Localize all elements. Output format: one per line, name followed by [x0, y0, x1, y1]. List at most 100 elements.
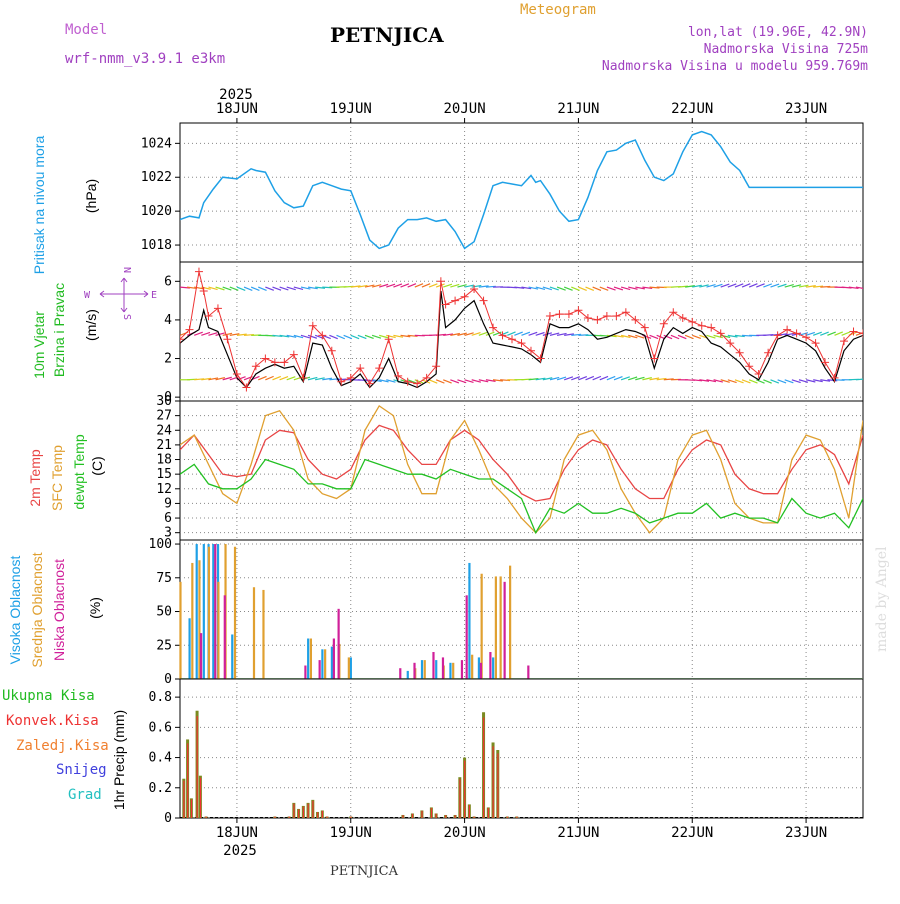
- cloud-low-bar: [304, 666, 306, 679]
- cloud-low-bar: [461, 660, 463, 679]
- cloud-high-bar: [492, 657, 494, 679]
- cloud-high-bar: [321, 649, 323, 679]
- wind-gust-point: [793, 329, 801, 337]
- wind-gust-point: [223, 335, 231, 343]
- cloud-mid-bar: [509, 566, 511, 679]
- cloud-low-bar: [489, 652, 491, 679]
- cloud-low-bar: [466, 595, 468, 679]
- temp-ytick-label: 12: [156, 482, 172, 497]
- wind-ytick-label: 4: [164, 313, 172, 328]
- top-day-label: 20JUN: [444, 101, 486, 117]
- cloud-low-bar: [432, 652, 434, 679]
- model-name: wrf-nmm_v3.9.1 e3km: [65, 51, 225, 67]
- cloud-mid-bar: [310, 639, 312, 679]
- cloud-low-bar: [527, 666, 529, 679]
- precip-conv-bar: [308, 804, 309, 818]
- bottom-day-label: 19JUN: [330, 825, 372, 841]
- elevation-label: Nadmorska Visina 725m: [704, 42, 869, 57]
- precip-conv-bar: [191, 799, 192, 818]
- cloud-low-bar: [319, 660, 321, 679]
- cloud-high-bar: [449, 663, 451, 679]
- bottom-day-label: 21JUN: [557, 825, 599, 841]
- precip-conv-bar: [312, 801, 313, 818]
- pressure-ytick-label: 1024: [141, 136, 172, 151]
- temp-unit: (C): [89, 456, 105, 475]
- precip-conv-bar: [497, 753, 498, 818]
- cloud-high-bar: [231, 634, 233, 679]
- bottom-day-label: 22JUN: [671, 825, 713, 841]
- bottom-day-label: 23JUN: [785, 825, 827, 841]
- cloud-mid-bar: [348, 657, 350, 679]
- precip-conv-bar: [289, 817, 290, 818]
- wind-gust-point: [555, 310, 563, 318]
- model-elevation-label: Nadmorska Visina u modelu 959.769m: [602, 59, 868, 74]
- precip-conv-bar: [516, 817, 517, 818]
- precip-ytick-label: 0.4: [149, 751, 173, 766]
- cloud-label-low: Niska Oblacnost: [51, 559, 67, 661]
- precip-conv-bar: [459, 779, 460, 818]
- precip-conv-bar: [187, 743, 188, 818]
- wind-gust-point: [593, 316, 601, 324]
- pressure-unit: (hPa): [83, 179, 99, 213]
- wind-gust-point: [679, 314, 687, 322]
- precip-ytick-label: 0.2: [149, 781, 172, 796]
- cloud-high-bar: [407, 671, 409, 679]
- precip-conv-bar: [327, 817, 328, 818]
- meteogram-title: Meteogram: [520, 2, 596, 18]
- wind-gust-point: [707, 324, 715, 332]
- cloud-mid-bar: [424, 660, 426, 679]
- pressure-frame: [180, 123, 863, 262]
- footer-station: PETNJICA: [330, 864, 399, 879]
- wind-ytick-label: 6: [164, 274, 172, 289]
- precip-conv-bar: [464, 761, 465, 818]
- cloud-mid-bar: [452, 663, 454, 679]
- precip-conv-bar: [412, 814, 413, 818]
- credit-label: made by Angel: [874, 546, 890, 652]
- wind-gust-point: [698, 322, 706, 330]
- cloud-high-bar: [435, 660, 437, 679]
- precip-conv-bar: [421, 811, 422, 818]
- cloud-ytick-label: 50: [156, 605, 172, 620]
- bottom-year-label: 2025: [223, 843, 257, 859]
- pressure-ytick-label: 1022: [141, 170, 172, 185]
- cloud-frame: [180, 540, 863, 679]
- cloud-high-bar: [478, 657, 480, 679]
- temp-label-2: SFC Temp: [49, 445, 65, 511]
- temp-ytick-label: 24: [156, 423, 172, 438]
- cloud-unit: (%): [87, 597, 103, 619]
- cloud-low-bar: [333, 639, 335, 679]
- panel-precip: 00.20.40.60.8: [149, 679, 863, 826]
- wind-gust-point: [612, 312, 620, 320]
- cloud-high-bar: [188, 618, 190, 679]
- wind-ytick-label: 2: [164, 352, 172, 367]
- cloud-ytick-label: 75: [156, 571, 172, 586]
- precip-conv-bar: [483, 718, 484, 818]
- compass-arrows: [100, 278, 148, 312]
- wind-arrow: [863, 287, 872, 289]
- cloud-low-bar: [442, 657, 444, 679]
- wind-label-2: Brzina i Pravac: [51, 283, 67, 377]
- wind-gust-point: [688, 318, 696, 326]
- cloud-low-bar: [413, 663, 415, 679]
- wind-arrow: [863, 332, 872, 335]
- precip-unit: 1hr Precip (mm): [111, 710, 127, 810]
- wind-gust-point: [821, 358, 829, 366]
- cloud-high-bar: [307, 639, 309, 679]
- compass-n: N: [121, 267, 132, 273]
- cloud-mid-bar: [253, 587, 255, 679]
- precip-conv-bar: [200, 778, 201, 818]
- temp-ytick-label: 27: [156, 409, 172, 424]
- wind-gust-point: [603, 312, 611, 320]
- wind-arrow: [863, 378, 873, 379]
- panels: 1018102010221024024636912151821242730025…: [141, 123, 873, 826]
- cloud-label-high: Visoka Oblacnost: [7, 556, 23, 665]
- wind-label-1: 10m Vjetar: [31, 311, 47, 379]
- precip-conv-bar: [507, 817, 508, 818]
- temp-ytick-label: 9: [164, 496, 172, 511]
- precip-conv-bar: [298, 809, 299, 818]
- wind-gust-point: [783, 326, 791, 334]
- station-title: PETNJICA: [330, 23, 444, 47]
